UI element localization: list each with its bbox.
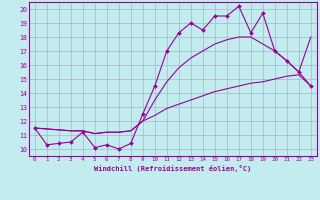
X-axis label: Windchill (Refroidissement éolien,°C): Windchill (Refroidissement éolien,°C) [94,165,252,172]
